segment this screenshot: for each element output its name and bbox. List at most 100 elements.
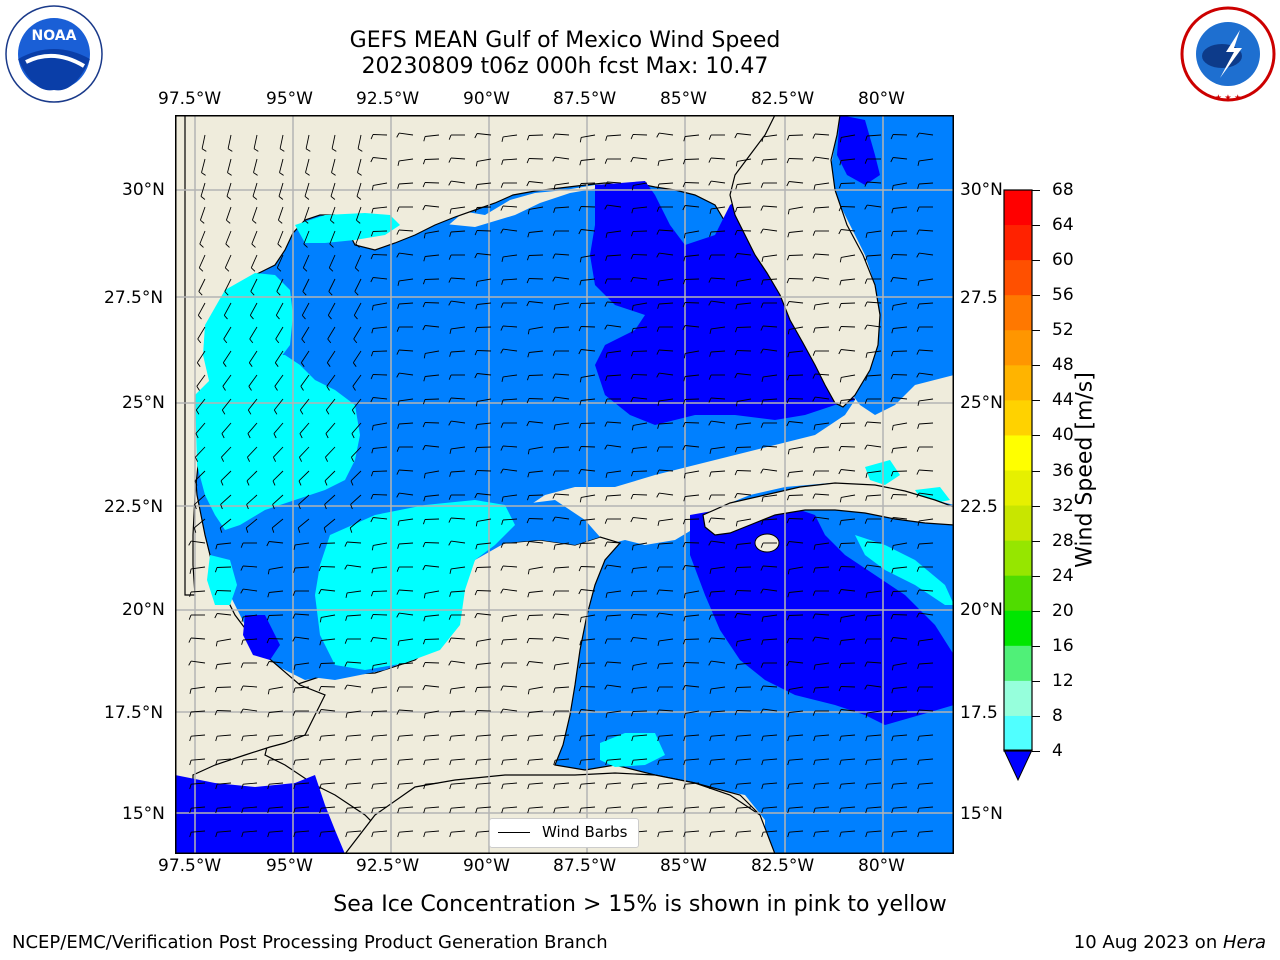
lat-tick-left-2: 27.5°N [104,288,164,308]
wind-barb-flag [351,433,355,439]
wind-barb [248,374,258,387]
wind-barb-flag [194,480,198,486]
wind-barb [711,326,726,330]
wind-barb-flag [579,137,582,143]
wind-barb-flag [475,808,478,814]
wind-barb-flag [812,470,816,476]
wind-barb-flag [188,660,192,666]
wind-barb [250,278,258,292]
wind-barb [658,302,674,305]
colorbar-segment [1004,715,1032,752]
wind-barb-flag [708,517,712,523]
wind-barb [399,758,414,761]
wind-barb-flag [249,338,254,344]
wind-barb-flag [916,229,920,235]
wind-barb-flag [293,687,296,693]
wind-barb-flag [345,808,348,814]
wind-barb [294,613,310,616]
wind-barb-flag [761,832,764,838]
wind-barb-flag [397,183,400,189]
wind-barb-flag [579,520,582,526]
wind-barb [194,494,206,505]
wind-barb-flag [761,496,764,502]
wind-barb-flag [605,712,608,718]
wind-barb-flag [371,328,374,334]
wind-barb-flag [760,228,764,234]
wind-barb [243,830,258,833]
wind-barb-flag [656,372,660,378]
wind-barb [736,230,752,232]
wind-barb-flag [786,661,790,667]
wind-barb [815,182,830,186]
wind-barb [633,782,648,785]
wind-barb-flag [838,709,842,715]
wind-barb [248,350,258,363]
wind-barb [528,638,544,640]
wind-barb [840,542,856,544]
wind-barb [893,206,908,209]
wind-barb [476,230,492,232]
wind-barb-flag [397,663,400,669]
wind-barb-flag [293,808,296,814]
wind-barb-flag [197,315,202,320]
wind-barb [424,158,440,160]
wind-barb [320,566,336,568]
wind-barb [580,422,596,424]
lon-tick-top-3: 92.5°W [356,89,420,109]
wind-barb-flag [197,338,202,344]
wind-barb [529,470,544,473]
wind-barb [893,806,908,809]
wind-barb-flag [370,711,374,717]
wind-barb [197,302,206,316]
wind-barb [633,326,648,329]
wind-barb-flag [761,639,764,645]
wind-barb-flag [370,374,374,380]
wind-barb-flag [708,420,712,426]
wind-barb-flag [709,832,712,838]
wind-barb [217,782,232,785]
wind-barb [450,517,466,520]
wind-barb [788,278,804,280]
wind-barb [321,614,336,618]
wind-barb [840,326,856,328]
wind-barb-flag [449,736,452,742]
wind-barb [893,326,908,329]
wind-barb-flag [198,267,204,272]
wind-barb-flag [552,636,556,642]
wind-barb [763,134,778,138]
wind-barb [451,540,466,544]
wind-barb [279,134,284,149]
wind-barb-flag [916,612,920,618]
wind-barb [476,470,492,472]
wind-barb-flag [916,132,920,138]
colorbar-segment [1004,575,1032,612]
wind-barb [354,254,362,268]
wind-barb [503,254,518,258]
wind-barb-flag [812,396,816,402]
wind-barb [424,518,440,520]
wind-barb [737,542,752,545]
wind-barb-flag [194,457,199,462]
wind-barb [269,566,284,570]
wind-barb-flag [787,712,790,718]
wind-barb-flag [683,233,686,239]
wind-barb-flag [474,613,478,619]
wind-barb-flag [630,157,634,163]
wind-barb-flag [275,315,280,320]
wind-barb [866,614,882,617]
wind-barb-flag [552,253,556,259]
wind-barb-flag [353,338,358,344]
wind-barb-flag [708,494,712,500]
wind-barb-flag [735,832,738,838]
wind-barb [373,758,388,761]
wind-barb [220,494,232,505]
wind-barb [555,782,570,785]
wind-barb [789,181,804,184]
wind-barb [302,278,310,292]
wind-barb-flag [865,472,868,478]
wind-barb-flag [527,592,530,598]
wind-barb-flag [890,351,894,357]
wind-barb-flag [474,207,478,213]
wind-barb [788,254,804,256]
colorbar-tick [1032,680,1040,682]
